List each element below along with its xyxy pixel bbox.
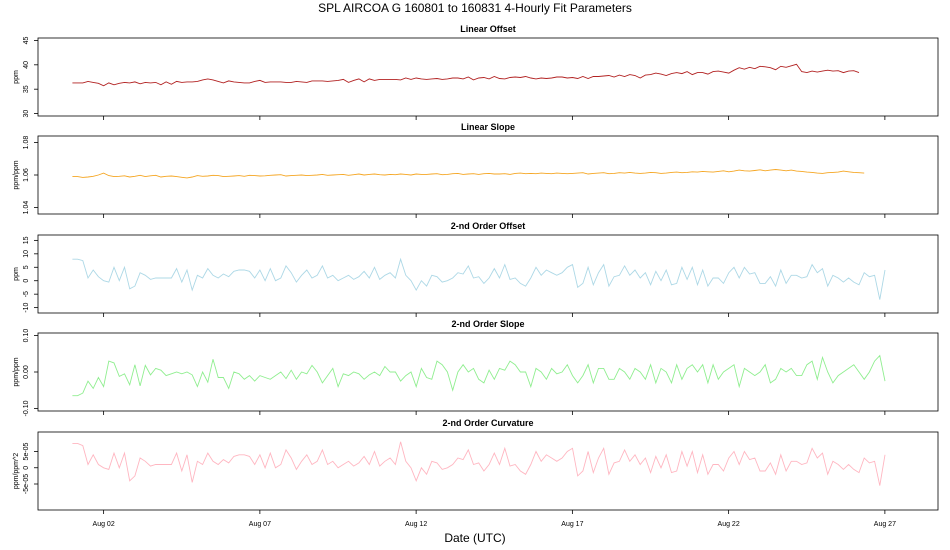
panel-2: Linear Slope 1.04 1.06 1.08 ppm/ppm <box>13 122 939 218</box>
y-tick-label: 5e-05 <box>23 442 30 460</box>
panel-frame <box>37 135 939 215</box>
y-tick-label: 40 <box>23 61 30 69</box>
y-axis-label: ppm/ppm^2 <box>13 453 20 489</box>
panel-4: 2-nd Order Slope -0.10 0.00 0.10 ppm/ppm <box>13 319 939 416</box>
x-axis: Aug 02 Aug 07 Aug 12 Aug 17 Aug 22 Aug 27 <box>93 521 897 528</box>
panel-title: Linear Slope <box>461 122 515 132</box>
panel-3: 2-nd Order Offset -10 -5 0 5 10 15 ppm <box>13 221 939 317</box>
y-tick-label: 5 <box>23 265 30 269</box>
y-axis-label: ppm <box>13 267 20 281</box>
x-tick-label: Aug 07 <box>249 521 271 528</box>
y-tick-label: 1.06 <box>23 168 30 182</box>
y-axis-label: ppm/ppm <box>13 357 20 386</box>
y-tick-label: 0 <box>23 279 30 283</box>
y-tick-label: 1.08 <box>23 136 30 150</box>
x-axis-label: Date (UTC) <box>444 531 505 545</box>
y-tick-label: 0.10 <box>23 329 30 343</box>
x-tick-label: Aug 17 <box>561 521 583 528</box>
x-tick-label: Aug 22 <box>718 521 740 528</box>
figure-title: SPL AIRCOA G 160801 to 160831 4-Hourly F… <box>318 1 632 15</box>
series-line <box>72 354 886 397</box>
y-tick-label: 10 <box>23 250 30 258</box>
y-tick-label: 0 <box>23 466 30 470</box>
y-tick-label: 35 <box>23 85 30 93</box>
panels: Linear Offset 30 35 40 45 ppm Linear Slope 1.04… <box>13 24 939 514</box>
y-tick-label: -5 <box>23 291 30 297</box>
x-tick-label: Aug 27 <box>874 521 896 528</box>
panel-frame <box>37 37 939 117</box>
series-line <box>72 441 886 486</box>
panel-frame <box>37 431 939 511</box>
series-line <box>72 63 860 87</box>
panel-title: Linear Offset <box>460 24 516 34</box>
panel-frame <box>37 234 939 314</box>
series-line <box>72 257 886 300</box>
x-tick-label: Aug 02 <box>93 521 115 528</box>
panel-title: 2-nd Order Curvature <box>442 418 533 428</box>
y-tick-label: -5e-05 <box>23 474 30 494</box>
panel-5: 2-nd Order Curvature -5e-05 0 5e-05ppm/ppm^… <box>13 418 939 514</box>
y-axis-label: ppm/ppm <box>13 160 20 189</box>
y-tick-label: 15 <box>23 236 30 244</box>
x-tick-label: Aug 12 <box>405 521 427 528</box>
y-tick-label: 1.04 <box>23 201 30 215</box>
y-tick-label: -0.10 <box>23 400 30 416</box>
panel-1: Linear Offset 30 35 40 45 ppm <box>13 24 939 120</box>
y-tick-label: -10 <box>23 302 30 312</box>
panel-title: 2-nd Order Offset <box>451 221 526 231</box>
y-axis-label: ppm <box>13 70 20 84</box>
series-line <box>72 169 865 179</box>
y-tick-label: 45 <box>23 36 30 44</box>
panel-title: 2-nd Order Slope <box>451 319 524 329</box>
y-tick-label: 0.00 <box>23 365 30 379</box>
y-tick-label: 30 <box>23 110 30 118</box>
